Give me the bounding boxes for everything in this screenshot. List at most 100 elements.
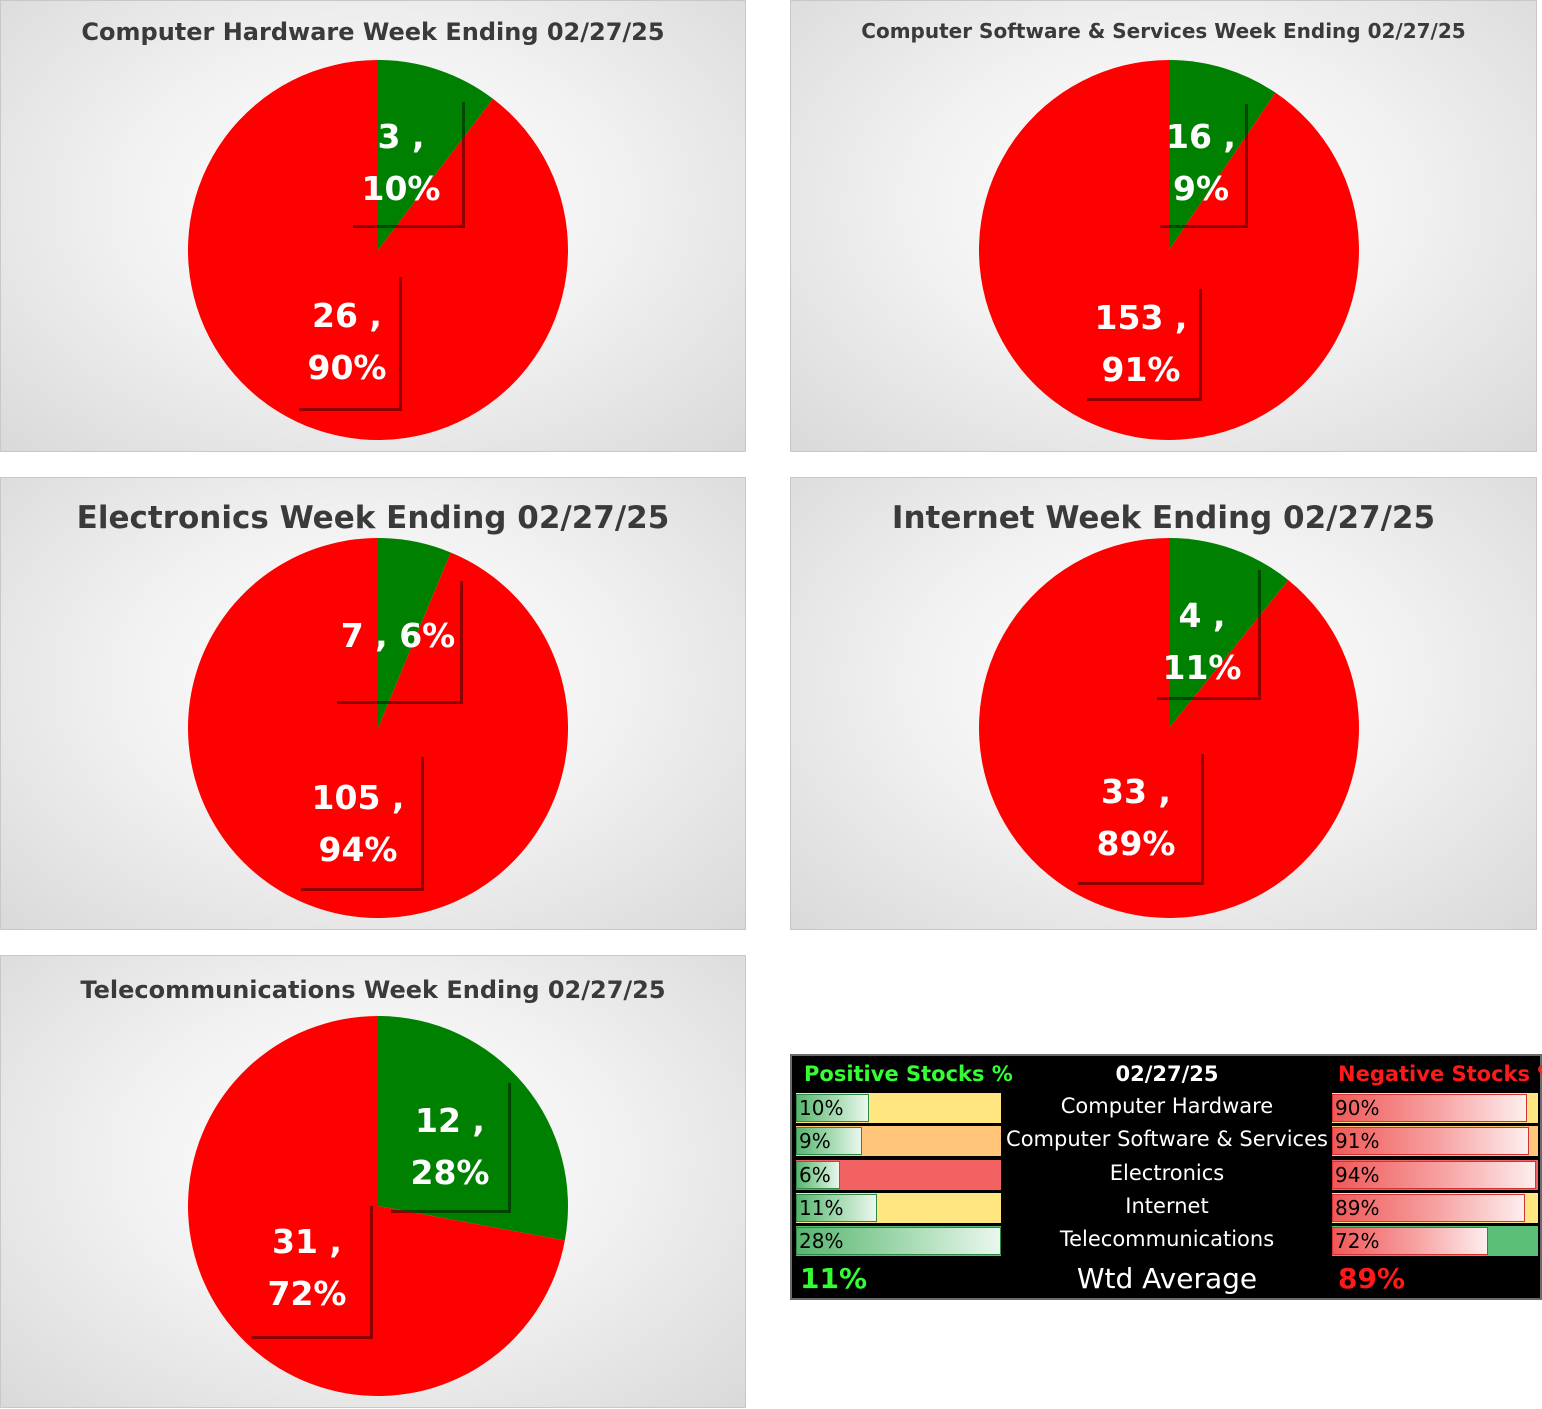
label-box-positive xyxy=(1160,104,1248,228)
negative-percent-bar xyxy=(1332,1127,1529,1155)
negative-percent-cell: 90% xyxy=(1332,1093,1538,1123)
summary-table: Positive Stocks % 02/27/25 Negative Stoc… xyxy=(790,1054,1542,1300)
data-label-negative: 31 , 72% xyxy=(251,1216,363,1320)
data-label-positive: 12 , 28% xyxy=(395,1095,505,1199)
data-label-negative-count: 31 , xyxy=(272,1222,342,1261)
positive-percent-value: 6% xyxy=(799,1163,831,1187)
chart-panel-electronics: Electronics Week Ending 02/27/25 7 , 6% … xyxy=(0,477,746,930)
negative-percent-cell: 72% xyxy=(1332,1226,1538,1256)
positive-percent-cell: 10% xyxy=(796,1093,1001,1123)
pie-slice-negative xyxy=(188,538,569,918)
chart-title: Electronics Week Ending 02/27/25 xyxy=(76,500,670,536)
label-box-negative xyxy=(301,757,424,891)
positive-percent-bar xyxy=(796,1127,862,1155)
data-label-negative-percent: 91% xyxy=(1101,350,1181,389)
category-label: Telecommunications xyxy=(1059,1227,1275,1251)
table-row: 11% Internet 89% xyxy=(792,1191,1540,1224)
data-label-negative-percent: 89% xyxy=(1096,824,1176,863)
positive-percent-value: 11% xyxy=(799,1196,844,1220)
category-label: Electronics xyxy=(1109,1161,1225,1185)
data-label-negative-count: 105 , xyxy=(311,778,405,817)
negative-percent-value: 89% xyxy=(1335,1196,1380,1220)
data-label-negative-count: 26 , xyxy=(312,296,382,335)
table-row: 28% Telecommunications 72% xyxy=(792,1224,1540,1257)
pie-chart xyxy=(979,538,1360,918)
positive-percent-value: 9% xyxy=(799,1129,831,1153)
negative-percent-value: 91% xyxy=(1335,1129,1380,1153)
weighted-average-positive: 11% xyxy=(800,1262,868,1295)
chart-panel-computer-software: Computer Software & Services Week Ending… xyxy=(790,0,1537,452)
negative-percent-cell: 94% xyxy=(1332,1160,1538,1190)
pie-slice-positive xyxy=(1169,60,1276,250)
positive-percent-cell: 6% xyxy=(796,1160,1001,1190)
positive-percent-bar xyxy=(796,1227,1001,1255)
pie-chart xyxy=(978,60,1359,440)
pie-slice-negative xyxy=(188,60,568,440)
negative-percent-bar xyxy=(1332,1194,1525,1222)
table-row: 10% Computer Hardware 90% xyxy=(792,1091,1540,1124)
weighted-average-label: Wtd Average xyxy=(1076,1262,1258,1295)
header-negative-stocks: Negative Stocks % xyxy=(1338,1062,1542,1086)
positive-percent-bar xyxy=(796,1194,877,1222)
negative-percent-value: 90% xyxy=(1335,1096,1380,1120)
data-label-positive-count: 7 , 6% xyxy=(340,616,456,655)
negative-percent-bar xyxy=(1332,1094,1527,1122)
data-label-negative-count: 153 , xyxy=(1094,298,1188,337)
data-label-positive: 7 , 6% xyxy=(323,610,473,662)
data-label-negative: 105 , 94% xyxy=(298,772,418,876)
chart-title: Telecommunications Week Ending 02/27/25 xyxy=(80,976,666,1004)
label-box-positive xyxy=(353,102,465,228)
pie-slice-positive xyxy=(1169,538,1289,728)
data-label-positive: 16 , 9% xyxy=(1151,111,1251,215)
header-positive-stocks: Positive Stocks % xyxy=(804,1062,1013,1086)
chart-panel-internet: Internet Week Ending 02/27/25 4 , 11% 33… xyxy=(790,477,1537,930)
category-label: Computer Software & Services xyxy=(1006,1127,1328,1151)
data-label-negative-percent: 90% xyxy=(307,348,387,387)
data-label-negative-percent: 72% xyxy=(267,1274,347,1313)
pie-slice-positive xyxy=(378,1016,569,1241)
pie-slice-negative xyxy=(188,1016,565,1396)
table-row: 9% Computer Software & Services 91% xyxy=(792,1124,1540,1157)
data-label-positive-count: 12 , xyxy=(415,1101,485,1140)
positive-percent-value: 10% xyxy=(799,1096,844,1120)
positive-percent-value: 28% xyxy=(799,1229,844,1253)
pie-slice-negative xyxy=(979,538,1360,918)
label-box-positive xyxy=(1157,570,1261,700)
label-box-negative xyxy=(1078,754,1204,885)
table-row: 6% Electronics 94% xyxy=(792,1158,1540,1191)
negative-percent-cell: 91% xyxy=(1332,1126,1538,1156)
positive-percent-bar xyxy=(796,1094,869,1122)
negative-percent-cell: 89% xyxy=(1332,1193,1538,1223)
data-label-positive-percent: 28% xyxy=(410,1153,490,1192)
data-label-positive-count: 16 , xyxy=(1166,117,1236,156)
positive-percent-cell: 11% xyxy=(796,1193,1001,1223)
label-box-negative xyxy=(299,277,402,411)
data-label-positive-percent: 10% xyxy=(361,169,441,208)
chart-title: Computer Hardware Week Ending 02/27/25 xyxy=(81,18,665,46)
data-label-positive: 3 , 10% xyxy=(341,111,461,215)
positive-percent-bar xyxy=(796,1161,840,1189)
pie-chart xyxy=(188,60,568,440)
data-label-positive-count: 4 , xyxy=(1178,596,1226,635)
chart-panel-telecommunications: Telecommunications Week Ending 02/27/25 … xyxy=(0,955,746,1408)
pie-slice-positive xyxy=(378,538,451,728)
chart-title: Internet Week Ending 02/27/25 xyxy=(891,500,1436,536)
label-box-positive xyxy=(391,1083,511,1213)
positive-percent-cell: 28% xyxy=(796,1226,1001,1256)
data-label-positive: 4 , 11% xyxy=(1147,590,1257,694)
negative-percent-value: 94% xyxy=(1335,1163,1380,1187)
positive-percent-cell: 9% xyxy=(796,1126,1001,1156)
chart-title: Computer Software & Services Week Ending… xyxy=(861,19,1466,43)
negative-percent-bar xyxy=(1332,1227,1488,1255)
data-label-negative-count: 33 , xyxy=(1101,772,1171,811)
category-label: Computer Hardware xyxy=(1060,1094,1274,1118)
header-date: 02/27/25 xyxy=(1115,1062,1219,1086)
pie-chart xyxy=(188,1016,569,1396)
data-label-negative-percent: 94% xyxy=(318,830,398,869)
negative-percent-bar xyxy=(1332,1161,1536,1189)
pie-slice-positive xyxy=(378,60,493,250)
pie-chart xyxy=(188,538,569,918)
data-label-positive-count: 3 , xyxy=(377,117,425,156)
label-box-negative xyxy=(251,1206,373,1339)
data-label-negative: 33 , 89% xyxy=(1081,766,1191,870)
